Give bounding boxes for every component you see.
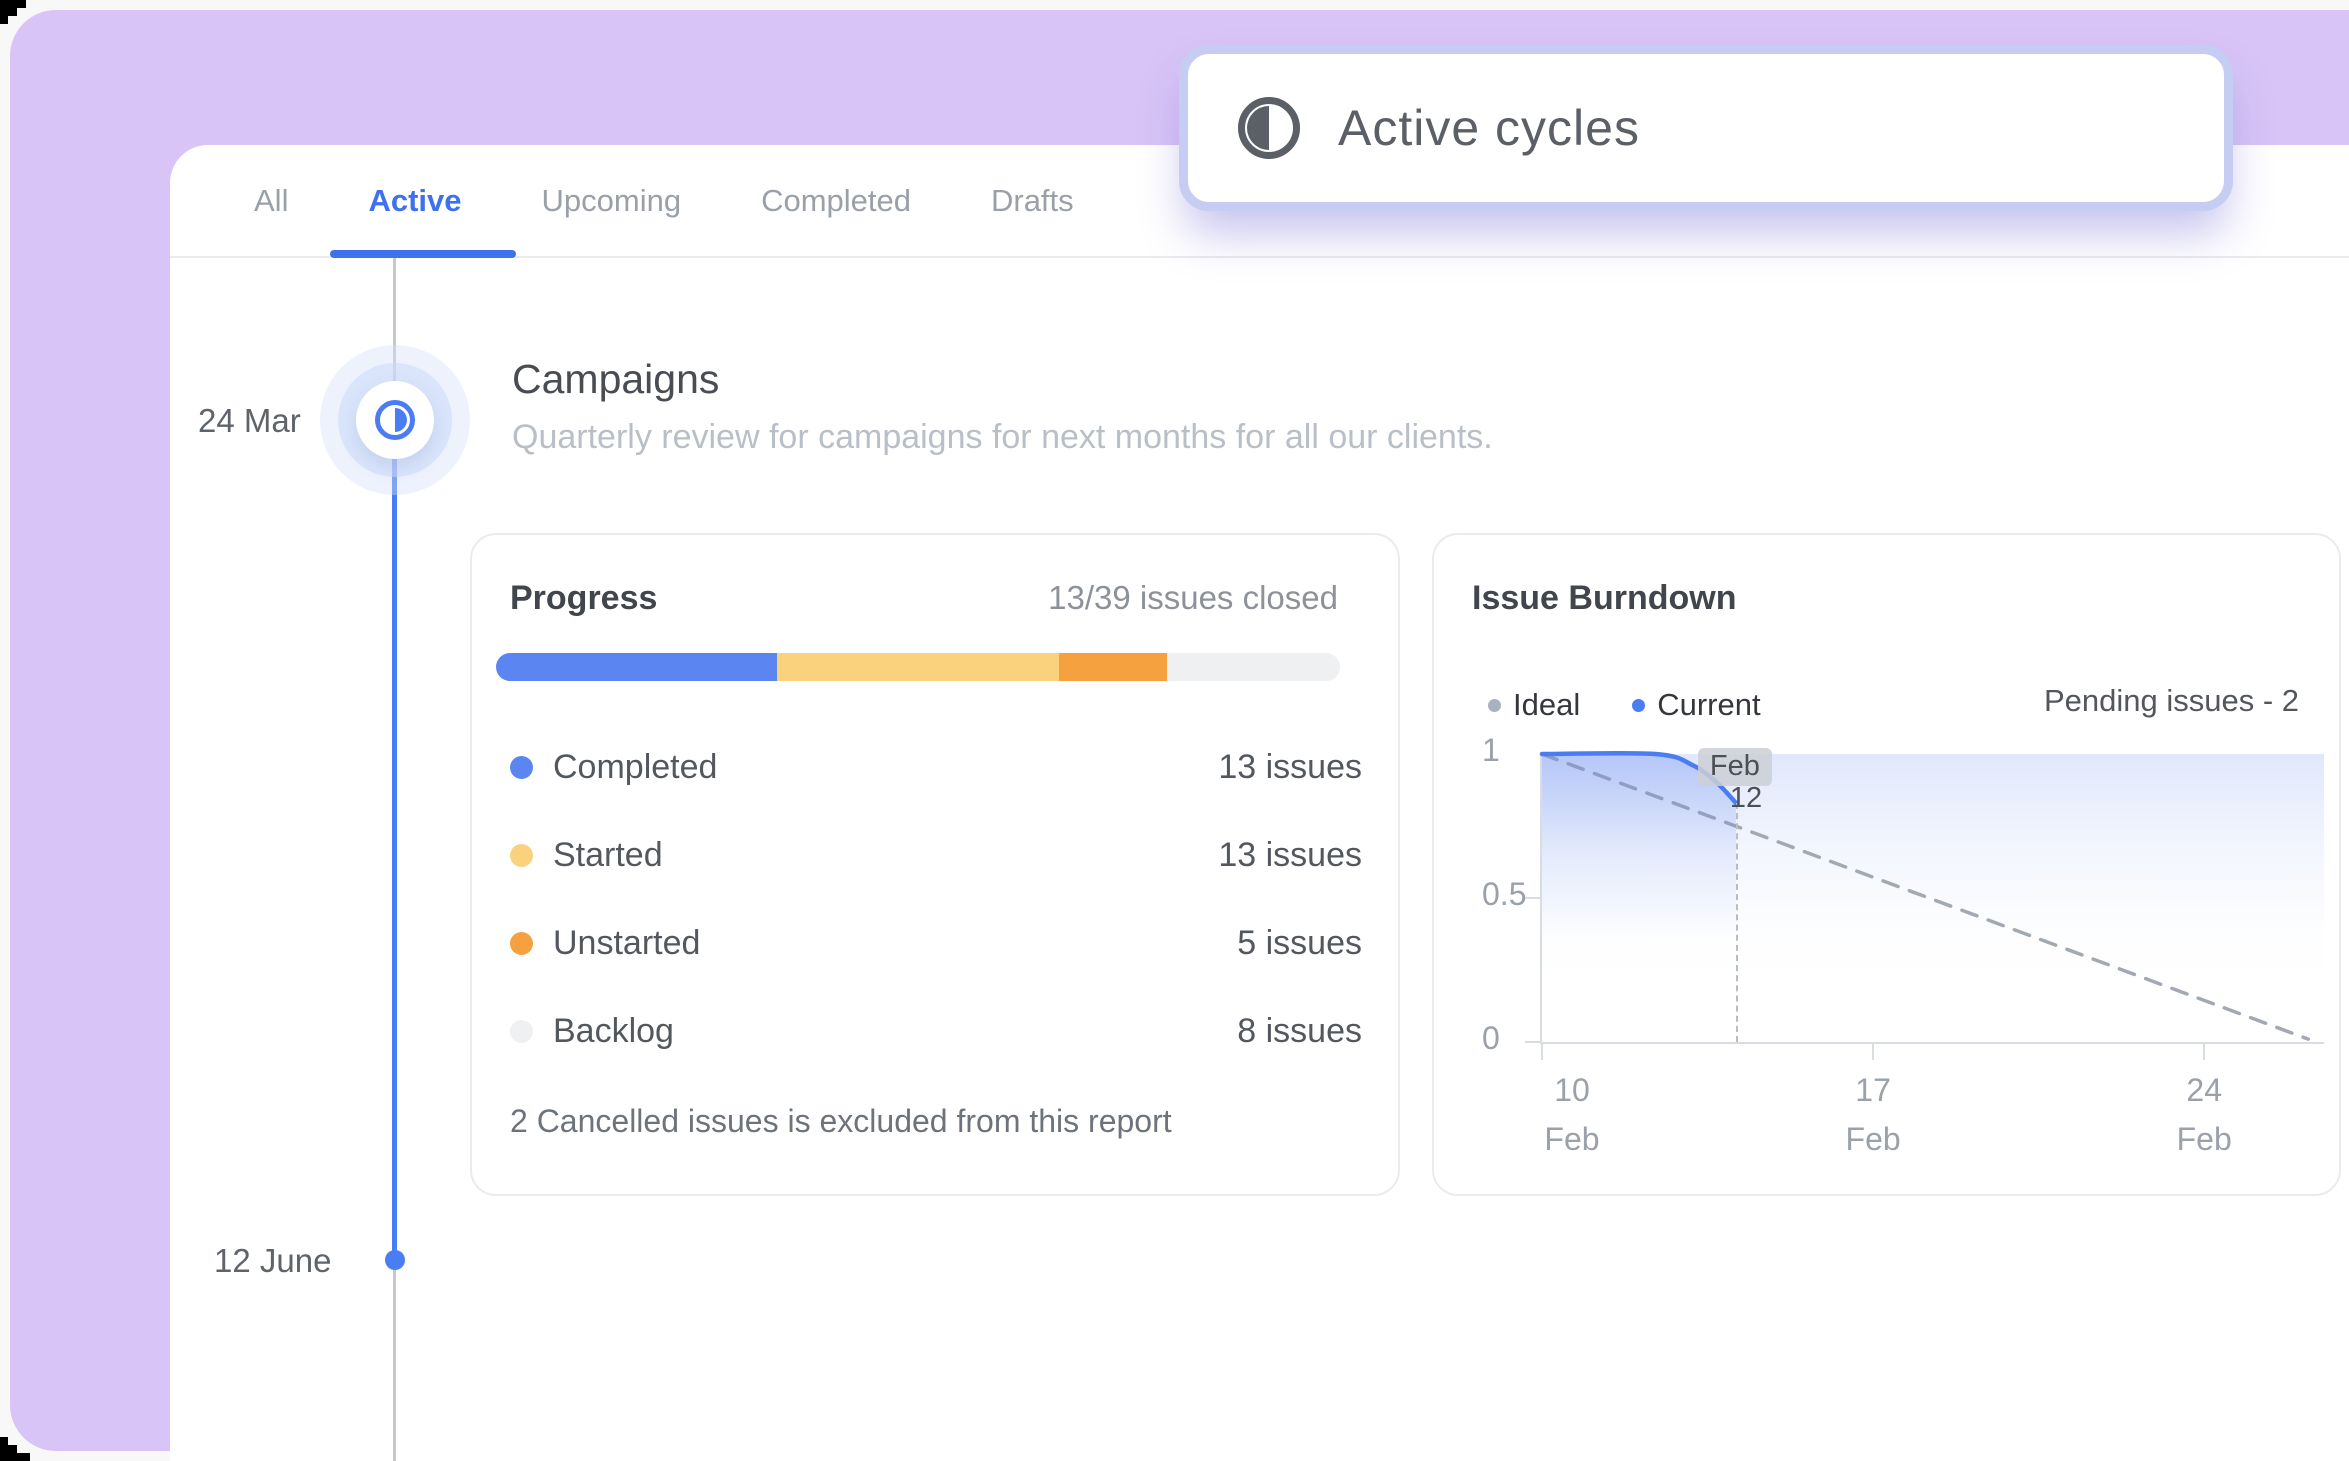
status-count: 13 issues (1218, 747, 1362, 786)
x-tick-label: 17 Feb (1845, 1072, 1901, 1157)
active-tab-underline (330, 250, 516, 258)
current-date-marker-line (1735, 802, 1738, 1042)
status-count: 5 issues (1237, 923, 1362, 962)
legend-label: Ideal (1513, 687, 1581, 722)
legend-dot (1632, 698, 1646, 712)
timeline-start-date: 24 Mar (198, 402, 301, 439)
status-count: 13 issues (1218, 835, 1362, 874)
timeline-node-circle (356, 381, 434, 459)
status-count: 8 issues (1237, 1011, 1362, 1050)
progress-row-completed: Completed 13 issues (510, 723, 1362, 811)
tab-all[interactable]: All (254, 183, 289, 218)
progress-row-unstarted: Unstarted 5 issues (510, 899, 1362, 987)
y-tick-label: 0 (1482, 1020, 1500, 1056)
status-dot (510, 1019, 533, 1043)
status-label: Backlog (553, 1011, 674, 1050)
y-tick-label: 0.5 (1482, 876, 1527, 912)
cycles-tab-bar: All Active Upcoming Completed Drafts (254, 145, 1074, 257)
current-line (1539, 750, 1739, 806)
date-annotation-badge: Feb (1697, 748, 1772, 786)
cycle-title: Campaigns (512, 356, 720, 402)
timeline-node-halo (338, 363, 452, 477)
status-label: Completed (553, 747, 718, 786)
burndown-title: Issue Burndown (1472, 579, 1737, 617)
legend-label: Current (1657, 687, 1761, 722)
status-label: Unstarted (553, 923, 701, 962)
pending-issues-label: Pending issues - 2 (2043, 683, 2299, 718)
x-tick-mark (1872, 1042, 1875, 1060)
status-dot (510, 755, 533, 779)
legend-item-current: Current (1632, 687, 1761, 723)
x-tick-label: 24 Feb (2176, 1072, 2232, 1157)
progress-row-backlog: Backlog 8 issues (510, 987, 1362, 1075)
timeline-end-dot (385, 1250, 405, 1270)
active-cycles-label: Active cycles (1338, 100, 1640, 156)
ideal-line (1540, 752, 2311, 1041)
current-area-fill (1542, 753, 1736, 1042)
legend-dot (1488, 698, 1501, 712)
x-tick-mark (1541, 1042, 1543, 1060)
cycle-contrast-icon (375, 400, 415, 440)
active-cycles-tooltip[interactable]: Active cycles (1179, 45, 2233, 211)
tab-drafts[interactable]: Drafts (990, 183, 1074, 218)
progress-row-started: Started 13 issues (510, 811, 1362, 899)
y-tick-mark (1525, 1041, 1542, 1043)
progress-card-header: Progress 13/39 issues closed (510, 579, 1338, 618)
progress-bar (496, 653, 1340, 681)
bar-segment-unstarted (1058, 653, 1167, 681)
burndown-chart: 1 0.5 0 10 Feb 17 Feb 24 Feb Feb 12 (1482, 733, 2324, 1155)
contrast-icon (1238, 97, 1300, 159)
tab-upcoming[interactable]: Upcoming (541, 183, 682, 218)
legend-item-ideal: Ideal (1488, 687, 1580, 723)
x-tick-label: 10 Feb (1544, 1072, 1600, 1157)
tab-bar-divider (170, 256, 2349, 258)
tab-completed[interactable]: Completed (761, 183, 911, 218)
bar-segment-started (777, 653, 1059, 681)
progress-summary: 13/39 issues closed (1048, 579, 1338, 616)
y-tick-mark (1525, 897, 1542, 899)
progress-legend: Completed 13 issues Started 13 issues Unstar… (510, 723, 1362, 1075)
timeline-progress-line (392, 420, 397, 1260)
bar-segment-backlog (1166, 653, 1340, 681)
date-annotation-day: 12 (1729, 782, 1763, 814)
progress-title: Progress (510, 579, 658, 617)
x-tick-mark (2203, 1042, 2206, 1060)
bar-segment-completed (496, 653, 778, 681)
timeline-end-date: 12 June (214, 1242, 332, 1279)
burndown-card: Issue Burndown Ideal Current Pending issu… (1432, 533, 2341, 1196)
cycle-description: Quarterly review for campaigns for next … (512, 418, 1493, 456)
tab-active[interactable]: Active (368, 183, 462, 218)
progress-note: 2 Cancelled issues is excluded from this… (510, 1103, 1172, 1139)
progress-card: Progress 13/39 issues closed Completed 13… (470, 533, 1400, 1196)
timeline-cycle-node[interactable] (320, 345, 470, 495)
y-tick-label: 1 (1482, 732, 1500, 768)
status-dot (510, 843, 533, 867)
status-label: Started (553, 835, 663, 874)
burndown-legend: Ideal Current (1488, 687, 1761, 723)
status-dot (510, 931, 533, 955)
